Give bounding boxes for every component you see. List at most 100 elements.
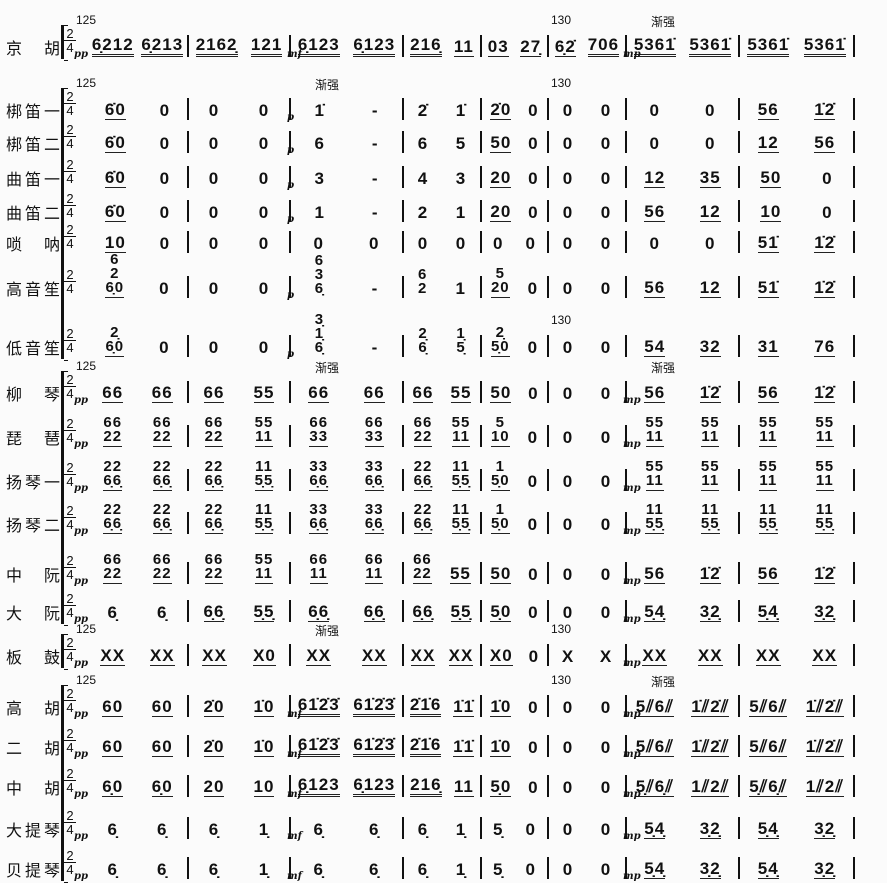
note: 0	[528, 384, 539, 403]
time-signature-bottom: 4	[66, 740, 74, 755]
note: 11	[645, 501, 664, 518]
note-beat: 3̣2̣	[814, 860, 836, 879]
note-beat: 0	[314, 235, 324, 253]
note-beat: 61̇2̇3̇	[353, 696, 396, 717]
note: 0	[562, 428, 574, 447]
barline	[187, 200, 189, 222]
note: 6̣	[107, 860, 118, 879]
measure: 6̣ 6̣	[291, 855, 402, 879]
note-beat: 66 11	[365, 552, 384, 584]
note: 1⫽2⫽	[691, 777, 730, 797]
time-signature-top: 2	[64, 809, 76, 823]
time-signature-top: 2	[64, 417, 76, 431]
measure: 11 5̣5̣ 11 5̣5̣	[740, 502, 853, 534]
staff-row: 琵 琶 2 4 66 22 66 22 pp 66 22 55 11 66 33 66 33 66 22 55 11 5…	[0, 415, 887, 450]
instrument-label: 中 阮	[6, 568, 60, 585]
measure: 216̣ 11	[404, 773, 480, 797]
note: XX	[755, 646, 781, 666]
note: 22	[152, 428, 172, 447]
barline	[738, 512, 740, 534]
note-beat: 0	[822, 204, 832, 222]
barline	[187, 98, 189, 120]
note-beat: 0	[600, 565, 612, 584]
note-beat: 1̇⫽2̇⫽	[691, 698, 730, 717]
note-beat: 0	[601, 699, 611, 717]
note: 22	[413, 458, 433, 475]
dynamic-marking: mf	[287, 831, 302, 842]
note: 0	[600, 279, 612, 298]
barline	[625, 644, 627, 666]
measure: 6̇0 0	[88, 198, 187, 222]
note-beat: 66 22	[103, 552, 123, 584]
note: 2̣	[110, 324, 120, 341]
note: 2̇1̇6	[409, 696, 442, 717]
note: 0	[600, 565, 612, 584]
barline	[289, 562, 291, 584]
note-beat: 0	[528, 566, 538, 584]
barline	[187, 775, 189, 797]
note-beat: 0	[563, 566, 573, 584]
staff-row: 曲笛二 2 4 6̇0 0 0 0 1- p 2 1 20 0 0 0 56 12 10 0	[0, 192, 887, 225]
note: 0	[705, 234, 716, 253]
note: 5̣	[493, 860, 504, 879]
dynamic-marking: mf	[287, 871, 302, 882]
note-beat: 2̣ 6̣0	[105, 324, 125, 357]
measure: 2̣ 6̣ 1̣ 5̣	[404, 326, 480, 357]
note: 5̣5̣	[645, 515, 665, 534]
note-beat: 12	[757, 134, 779, 153]
note-beat: 0	[528, 280, 538, 298]
measure: 22 6̣6̣ 11 5̣5̣	[404, 459, 480, 491]
note: 66	[309, 414, 329, 431]
barline	[853, 276, 855, 298]
dynamic-marking: mp	[623, 789, 641, 800]
note: 11	[453, 777, 474, 797]
note-beat: 0	[563, 102, 573, 120]
barline	[625, 695, 627, 717]
note-beat: 1̇2̇	[814, 565, 836, 584]
note-beat: 0	[259, 235, 269, 253]
note: 03	[487, 37, 509, 57]
note: 0	[562, 279, 574, 298]
note: 3̣2̣	[699, 859, 721, 879]
measure: 6 3 6̣ -	[291, 253, 402, 298]
note-beat: 0	[528, 135, 538, 153]
barline	[625, 600, 627, 622]
note: 55	[815, 414, 835, 431]
barline	[547, 562, 549, 584]
note: 60	[151, 737, 173, 757]
measure: 5̣4̣ 3̣2̣	[627, 598, 738, 622]
barline	[625, 425, 627, 447]
note: 22	[103, 458, 123, 475]
note: 6̣0	[105, 279, 125, 298]
note-beat: 6 3 6̣	[315, 253, 324, 298]
measure: 6̣ 6̣	[291, 815, 402, 839]
note: 1	[495, 458, 505, 475]
note-beat: -	[372, 102, 379, 120]
note: 56	[757, 564, 779, 584]
dynamic-marking: pp	[74, 831, 88, 842]
instrument-label: 大 阮	[6, 606, 60, 623]
measure: 6̇0 0	[88, 129, 187, 153]
note: 0	[600, 738, 612, 757]
measure: 6̣ 6̣	[88, 598, 187, 622]
measure: 5⫽6⫽ 1̇⫽2̇⫽	[627, 693, 738, 717]
barline	[547, 695, 549, 717]
note-beat: 5̣⫽6̣⫽	[749, 778, 788, 797]
note: -	[371, 203, 379, 222]
note: 55	[700, 458, 720, 475]
note: 5̣	[456, 339, 466, 356]
note: 2̇0	[203, 737, 225, 757]
dynamic-marking: pp	[74, 658, 88, 669]
note-beat: 6̣6̣	[308, 603, 330, 622]
note-beat: 66 22	[152, 415, 172, 447]
note: 0	[649, 234, 660, 253]
note: 0	[562, 860, 574, 879]
staff-row: 中 阮 2 4 66 22 66 22 pp 66 22 55 11 66 11 66 11 66 22 55 50 0…	[0, 552, 887, 587]
note: 55	[451, 414, 471, 431]
note-beat: 1̇0	[490, 738, 512, 757]
note: 33	[309, 428, 329, 447]
